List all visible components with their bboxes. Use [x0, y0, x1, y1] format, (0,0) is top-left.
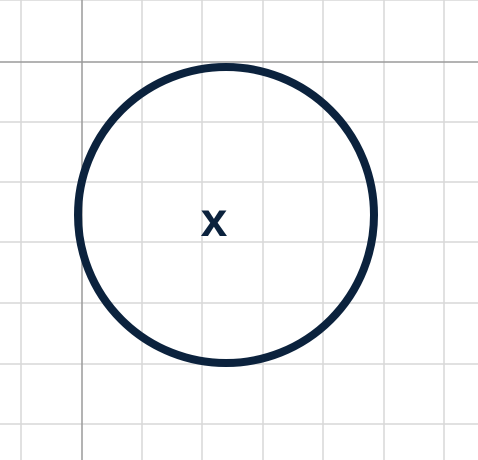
- circle-label: x: [201, 194, 228, 247]
